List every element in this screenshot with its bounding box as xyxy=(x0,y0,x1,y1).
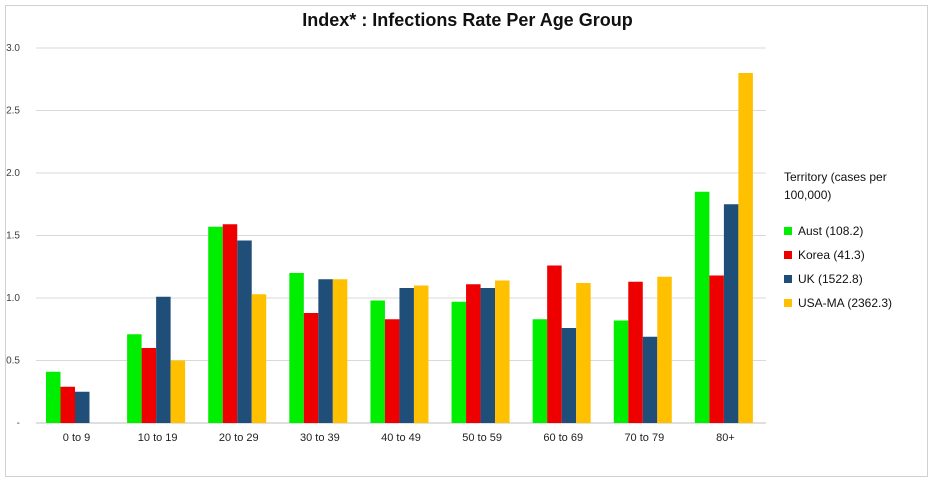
y-tick-label: - xyxy=(17,418,20,429)
legend-item: Korea (41.3) xyxy=(784,246,924,264)
x-tick-label: 0 to 9 xyxy=(63,432,91,444)
legend-swatch xyxy=(784,299,792,307)
x-tick-label: 60 to 69 xyxy=(543,432,583,444)
bar xyxy=(694,191,710,423)
x-tick-label: 70 to 79 xyxy=(624,432,664,444)
bar xyxy=(141,348,157,423)
bar xyxy=(237,240,252,423)
legend-item: Aust (108.2) xyxy=(784,222,924,240)
bar xyxy=(75,391,90,423)
bar xyxy=(289,273,304,423)
y-tick-label: 1.0 xyxy=(6,293,20,304)
bar xyxy=(318,279,333,423)
bar xyxy=(709,275,724,423)
legend-items: Aust (108.2) Korea (41.3) UK (1522.8) USA-M… xyxy=(784,222,924,312)
bar xyxy=(495,280,510,423)
x-tick-label: 40 to 49 xyxy=(381,432,421,444)
x-tick-label: 50 to 59 xyxy=(462,432,502,444)
legend-swatch xyxy=(784,251,792,259)
bar xyxy=(370,300,385,423)
y-tick-label: 3.0 xyxy=(6,43,20,54)
bar xyxy=(576,283,591,423)
x-tick-label: 30 to 39 xyxy=(300,432,340,444)
bar xyxy=(156,296,171,423)
bar xyxy=(46,371,61,423)
bar xyxy=(413,285,429,423)
bar xyxy=(60,386,75,423)
legend-swatch xyxy=(784,227,792,235)
bar xyxy=(561,328,577,423)
bar xyxy=(384,319,400,423)
legend: Territory (cases per 100,000) Aust (108.… xyxy=(784,168,924,318)
y-tick-label: 1.5 xyxy=(6,231,20,242)
y-tick-label: 2.5 xyxy=(6,106,20,117)
y-tick-label: 2.0 xyxy=(6,168,20,179)
y-tick-label: 0.5 xyxy=(6,356,20,367)
legend-label: Aust (108.2) xyxy=(798,224,864,238)
bar xyxy=(222,224,238,423)
x-tick-label: 10 to 19 xyxy=(138,432,178,444)
bar xyxy=(208,226,223,423)
bar xyxy=(642,336,658,423)
bar xyxy=(547,265,562,423)
bar xyxy=(170,360,186,423)
legend-title: Territory (cases per 100,000) xyxy=(784,170,887,202)
bar xyxy=(399,288,414,423)
bar xyxy=(480,288,496,423)
legend-item: UK (1522.8) xyxy=(784,270,924,288)
x-tick-label: 80+ xyxy=(716,432,735,444)
bar xyxy=(251,294,267,423)
bar xyxy=(451,301,467,423)
bar xyxy=(127,334,142,423)
legend-swatch xyxy=(784,275,792,283)
legend-label: Korea (41.3) xyxy=(798,248,865,262)
bar xyxy=(657,276,672,423)
legend-item: USA-MA (2362.3) xyxy=(784,294,924,312)
legend-label: USA-MA (2362.3) xyxy=(798,296,893,310)
bar xyxy=(723,204,739,423)
x-tick-label: 20 to 29 xyxy=(219,432,259,444)
bar xyxy=(466,284,481,423)
bar xyxy=(303,313,319,423)
bar xyxy=(332,279,348,423)
bar xyxy=(628,281,643,423)
chart-title: Index* : Infections Rate Per Age Group xyxy=(302,10,633,30)
legend-label: UK (1522.8) xyxy=(798,272,863,286)
bar xyxy=(738,73,753,423)
bar xyxy=(532,319,548,423)
bar xyxy=(613,320,629,423)
